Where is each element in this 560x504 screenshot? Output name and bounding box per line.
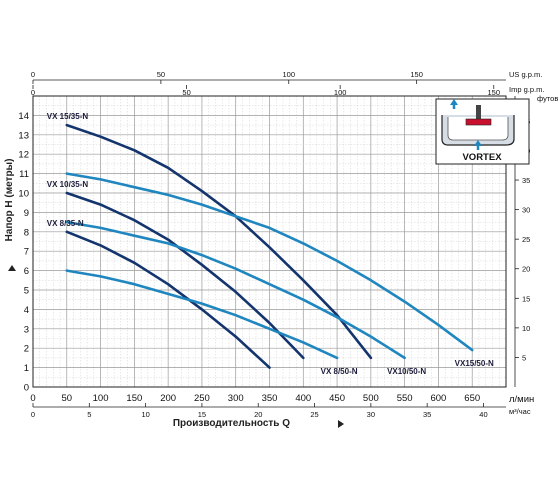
ft-tick-label: 20 — [522, 265, 530, 274]
series-line — [65, 220, 406, 360]
series-labels: VX 15/35-N VX 10/35-N VX 8/35-N VX15/50-N VX… — [47, 112, 494, 376]
imp-tick-label: 50 — [182, 88, 190, 97]
series-label: VX 15/35-N — [47, 112, 89, 121]
x-tick-label: 150 — [126, 393, 142, 404]
m3h-tick-label: 30 — [367, 410, 375, 419]
x-tick-label: 500 — [363, 393, 379, 404]
us-tick-label: 0 — [31, 70, 35, 79]
y-tick-label: 7 — [24, 247, 29, 258]
y-tick-label: 11 — [19, 169, 29, 180]
vortex-label: VORTEX — [462, 152, 502, 163]
y-tick-label: 8 — [24, 227, 29, 238]
plot-border — [32, 95, 507, 388]
x-axis-title: Производительность Q — [173, 418, 290, 429]
ft-tick-label: 35 — [522, 176, 530, 185]
y-tick-label: 0 — [24, 383, 29, 394]
y-axis-arrow-icon — [8, 265, 16, 271]
imp-tick-label: 100 — [334, 88, 347, 97]
imp-tick-label: 150 — [488, 88, 501, 97]
y-unit-ft: футов — [537, 94, 558, 103]
x-unit-lmin: л/мин — [509, 394, 534, 405]
y-tick-label: 14 — [18, 111, 29, 122]
x-tick-label: 600 — [430, 393, 446, 404]
series-line — [65, 269, 339, 360]
imp-tick-label: 0 — [31, 88, 35, 97]
us-tick-label: 150 — [410, 70, 423, 79]
series-label: VX 8/35-N — [47, 219, 84, 228]
series-label: VX15/50-N — [455, 359, 494, 368]
x-tick-label: 350 — [262, 393, 278, 404]
x-tick-label: 250 — [194, 393, 210, 404]
y-tick-label: 6 — [24, 266, 29, 277]
y-axis-title: Напор H (метры) — [4, 159, 15, 242]
x-tick-label: 0 — [30, 393, 35, 404]
ft-tick-label: 30 — [522, 206, 530, 215]
series-line — [65, 230, 271, 369]
series-line — [65, 172, 474, 352]
axes: 0 50 100 150 200 250 300 350 400 450 500 550 600 6500… — [18, 70, 530, 419]
x-unit-imp: Imp g.p.m. — [509, 85, 544, 94]
performance-curves — [65, 123, 474, 369]
m3h-tick-label: 20 — [254, 410, 262, 419]
ft-tick-label: 25 — [522, 235, 530, 244]
x-axis-arrow-icon — [338, 420, 344, 428]
m3h-tick-label: 40 — [479, 410, 487, 419]
y-tick-label: 3 — [24, 324, 29, 335]
x-tick-label: 450 — [329, 393, 345, 404]
m3h-tick-label: 25 — [310, 410, 318, 419]
x-unit-us: US g.p.m. — [509, 70, 542, 79]
m3h-tick-label: 35 — [423, 410, 431, 419]
vortex-badge: VORTEX — [435, 98, 530, 165]
y-tick-label: 5 — [24, 286, 29, 297]
y-tick-label: 2 — [24, 344, 29, 355]
ft-tick-label: 5 — [522, 353, 526, 362]
m3h-tick-label: 10 — [141, 410, 149, 419]
us-tick-label: 50 — [157, 70, 165, 79]
ft-tick-label: 15 — [522, 294, 530, 303]
series-line — [65, 191, 305, 360]
x-tick-label: 650 — [464, 393, 480, 404]
x-tick-label: 100 — [93, 393, 109, 404]
m3h-tick-label: 15 — [198, 410, 206, 419]
plot-frame — [32, 95, 507, 388]
x-tick-label: 50 — [61, 393, 72, 404]
y-tick-label: 13 — [18, 130, 29, 141]
series-label: VX10/50-N — [387, 367, 426, 376]
x-tick-label: 300 — [228, 393, 244, 404]
x-tick-label: 400 — [295, 393, 311, 404]
x-tick-label: 550 — [397, 393, 413, 404]
y-tick-label: 10 — [18, 189, 29, 200]
ft-tick-label: 10 — [522, 324, 530, 333]
series-label: VX 10/35-N — [47, 180, 89, 189]
x-unit-m3h: м³/час — [509, 407, 531, 416]
series-line — [65, 123, 373, 360]
m3h-tick-label: 0 — [31, 410, 35, 419]
y-tick-label: 12 — [18, 150, 29, 161]
y-tick-label: 9 — [24, 208, 29, 219]
grid — [33, 96, 506, 387]
x-tick-label: 200 — [160, 393, 176, 404]
us-tick-label: 100 — [283, 70, 296, 79]
m3h-tick-label: 5 — [87, 410, 91, 419]
y-tick-label: 1 — [24, 363, 29, 374]
y-tick-label: 4 — [24, 305, 29, 316]
series-label: VX 8/50-N — [321, 367, 358, 376]
